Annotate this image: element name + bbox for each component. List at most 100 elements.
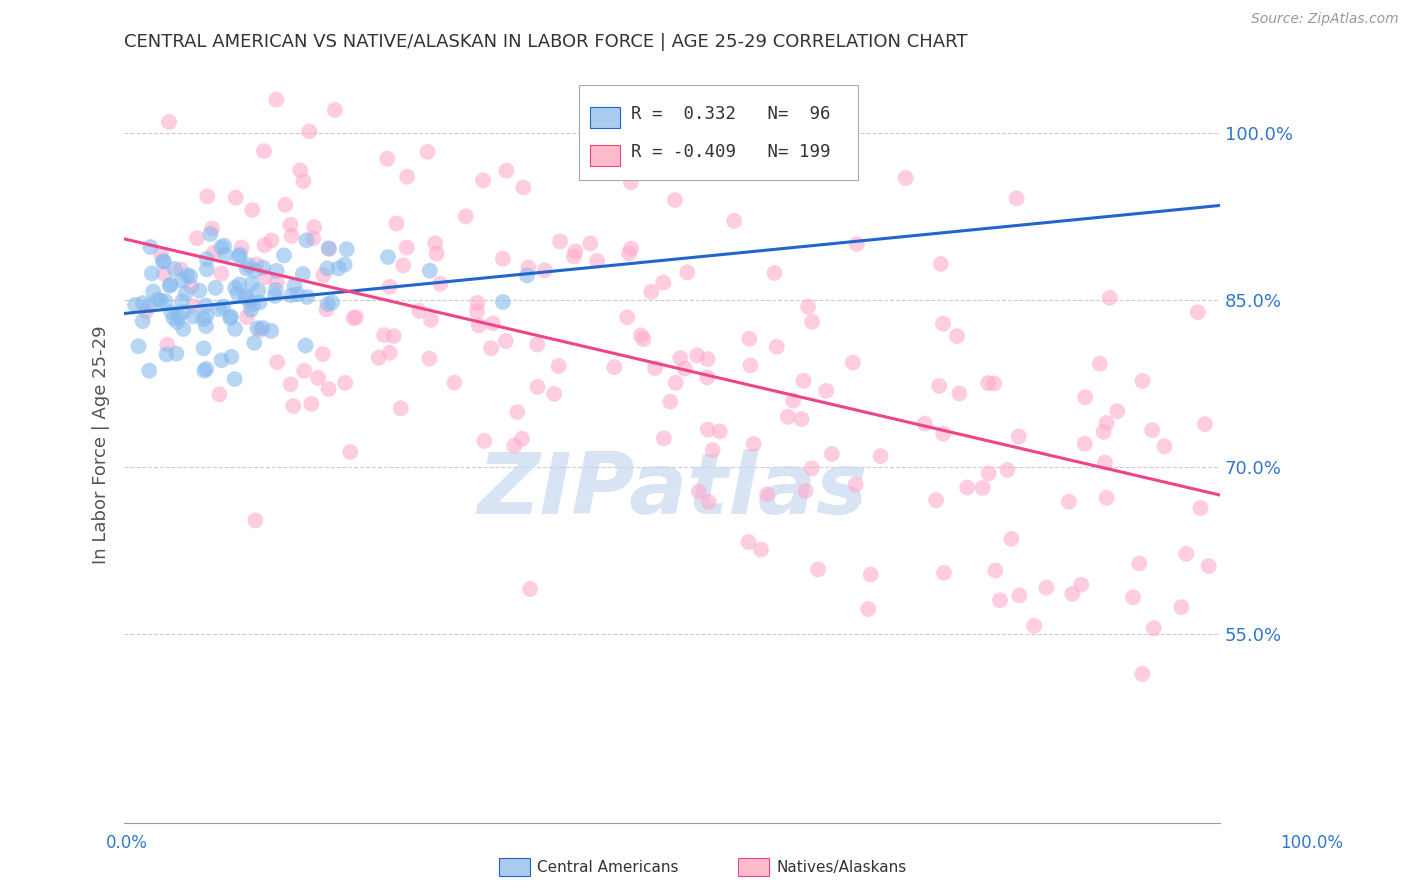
Point (1035, 581, 1057, 595)
Point (195, 309, 218, 323)
Point (443, 376, 465, 390)
Point (204, 281, 226, 295)
Point (142, 285, 165, 299)
Point (333, 376, 356, 390)
Point (238, 258, 260, 272)
Point (932, 317, 955, 331)
Point (273, 248, 295, 262)
Point (193, 312, 215, 326)
Point (468, 318, 491, 333)
Point (419, 263, 441, 277)
Text: Central Americans: Central Americans (537, 860, 679, 874)
Point (640, 285, 662, 299)
Point (295, 290, 318, 304)
Point (378, 279, 401, 293)
Point (1070, 578, 1092, 592)
Point (723, 214, 745, 228)
Point (249, 323, 271, 337)
Point (212, 300, 235, 314)
Point (373, 328, 395, 343)
Point (1094, 456, 1116, 470)
Point (208, 387, 231, 401)
Point (174, 286, 197, 301)
Point (454, 210, 477, 224)
Point (977, 376, 1000, 390)
Point (260, 234, 283, 248)
Point (797, 300, 820, 314)
Point (997, 463, 1019, 477)
Point (221, 350, 243, 364)
FancyBboxPatch shape (589, 107, 620, 128)
Point (318, 241, 340, 255)
Point (1130, 667, 1153, 681)
Point (429, 277, 451, 291)
Point (1198, 559, 1220, 574)
Point (162, 311, 184, 326)
Point (914, 417, 936, 431)
Point (188, 284, 211, 298)
Point (152, 254, 174, 268)
Point (318, 382, 340, 396)
Point (467, 296, 489, 310)
Point (280, 377, 302, 392)
Point (138, 299, 160, 313)
Point (928, 379, 950, 393)
Point (253, 145, 276, 159)
Point (925, 493, 948, 508)
Point (157, 115, 180, 129)
Point (167, 310, 190, 324)
Point (292, 364, 315, 378)
Point (274, 198, 297, 212)
Point (153, 267, 176, 281)
Point (1170, 600, 1192, 615)
Point (138, 364, 160, 378)
Point (266, 275, 288, 289)
Point (763, 266, 786, 280)
Point (1057, 495, 1080, 509)
Point (815, 384, 838, 398)
Point (792, 374, 814, 388)
Point (295, 233, 318, 247)
Point (290, 163, 312, 178)
Point (228, 277, 250, 292)
Point (266, 355, 288, 369)
Point (749, 542, 772, 557)
Point (321, 295, 343, 310)
Point (236, 310, 259, 324)
Point (146, 293, 169, 307)
Point (124, 298, 146, 312)
Point (209, 267, 232, 281)
Point (1122, 591, 1144, 605)
Point (1175, 547, 1198, 561)
Point (1074, 390, 1097, 404)
Point (240, 277, 263, 291)
Point (526, 337, 548, 351)
Point (620, 175, 643, 189)
Point (291, 267, 314, 281)
Point (526, 380, 548, 394)
Point (517, 260, 540, 275)
Point (856, 602, 879, 616)
Point (956, 481, 979, 495)
Point (159, 278, 181, 293)
Point (367, 351, 389, 365)
Point (155, 294, 177, 309)
Point (472, 173, 495, 187)
Point (195, 362, 218, 376)
Point (195, 189, 218, 203)
Point (179, 269, 201, 284)
Point (247, 284, 270, 298)
Point (932, 426, 955, 441)
FancyBboxPatch shape (579, 86, 858, 180)
Point (562, 250, 585, 264)
Point (280, 229, 302, 244)
Point (208, 301, 231, 316)
Point (194, 319, 217, 334)
Text: ZIPatlas: ZIPatlas (477, 449, 868, 532)
Point (1128, 557, 1150, 571)
Point (579, 236, 602, 251)
Point (1088, 357, 1111, 371)
Point (665, 376, 688, 390)
Point (298, 124, 321, 138)
Point (756, 487, 779, 501)
